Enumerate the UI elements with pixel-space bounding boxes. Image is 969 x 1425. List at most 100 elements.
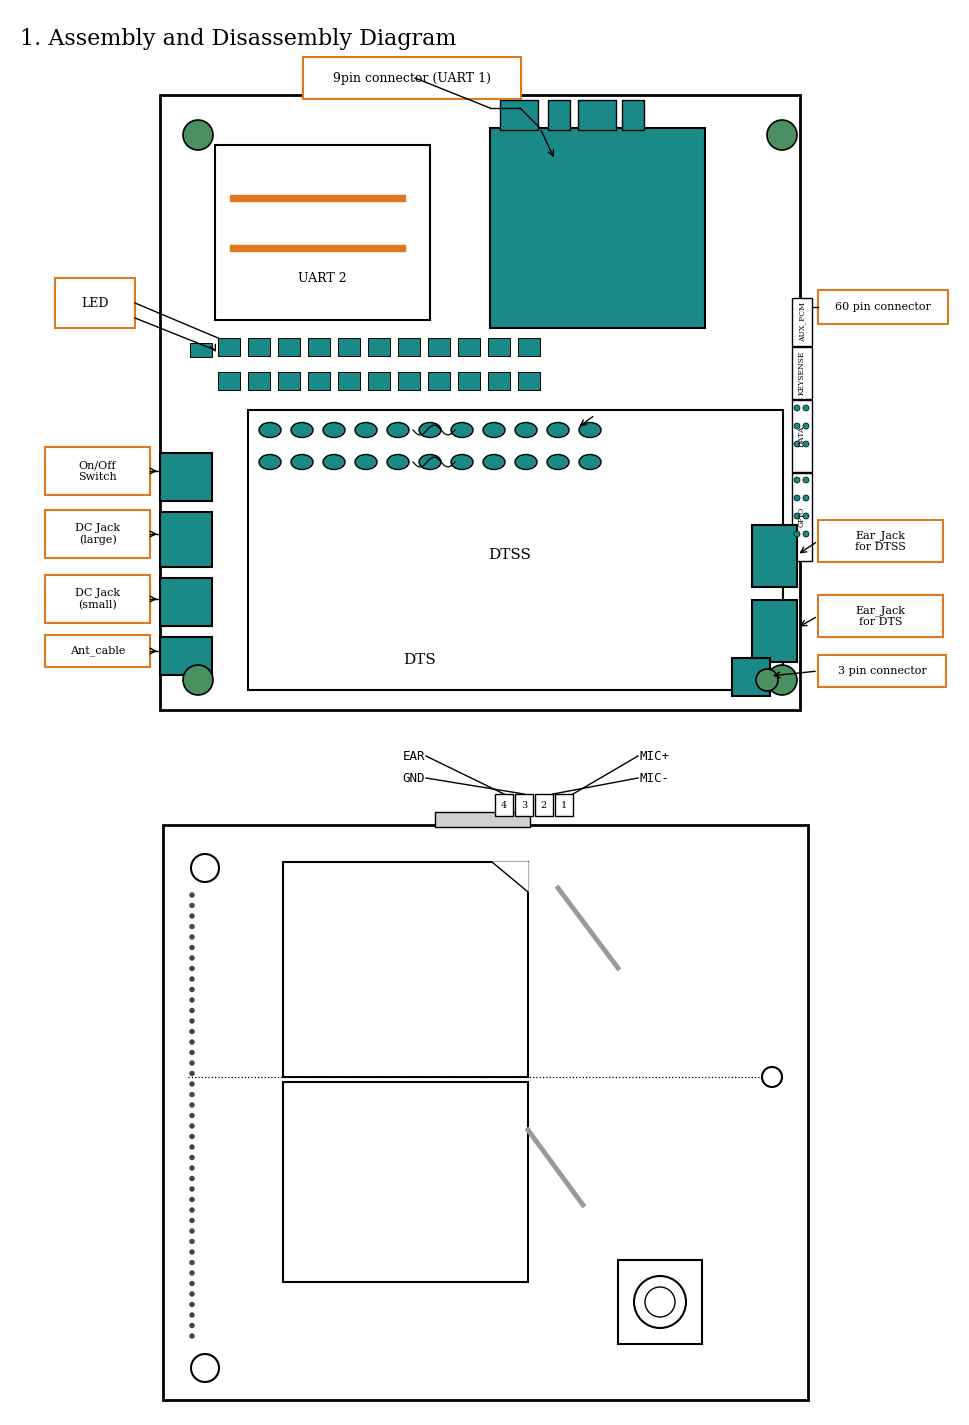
Bar: [303, 57, 521, 98]
Bar: [283, 1082, 528, 1282]
Text: Ear_Jack
for DTSS: Ear_Jack for DTSS: [855, 530, 906, 551]
Bar: [818, 656, 946, 687]
Ellipse shape: [794, 532, 800, 537]
Bar: [752, 600, 797, 663]
Ellipse shape: [451, 455, 473, 469]
Ellipse shape: [355, 455, 377, 469]
Ellipse shape: [355, 422, 377, 437]
Text: 1: 1: [561, 801, 567, 809]
Text: On/Off
Switch: On/Off Switch: [78, 460, 117, 482]
Text: AUX_PCM: AUX_PCM: [798, 302, 806, 342]
Ellipse shape: [451, 422, 473, 437]
Text: 3 pin connector: 3 pin connector: [837, 665, 926, 675]
Ellipse shape: [515, 455, 537, 469]
Bar: [398, 372, 420, 390]
Ellipse shape: [190, 1302, 195, 1307]
Bar: [160, 512, 212, 567]
Ellipse shape: [190, 935, 195, 939]
Bar: [490, 128, 705, 328]
Bar: [308, 372, 330, 390]
Ellipse shape: [190, 1007, 195, 1013]
Bar: [488, 372, 510, 390]
Ellipse shape: [291, 455, 313, 469]
Ellipse shape: [183, 120, 213, 150]
Ellipse shape: [190, 997, 195, 1003]
Ellipse shape: [803, 477, 809, 483]
Bar: [792, 298, 812, 346]
Bar: [435, 812, 530, 826]
Bar: [792, 348, 812, 399]
Bar: [458, 338, 480, 356]
Ellipse shape: [483, 455, 505, 469]
Ellipse shape: [190, 1322, 195, 1328]
Text: KEYSENSE: KEYSENSE: [798, 351, 806, 395]
Bar: [428, 338, 450, 356]
Ellipse shape: [794, 440, 800, 447]
Ellipse shape: [803, 405, 809, 410]
Bar: [752, 524, 797, 587]
Text: DC Jack
(large): DC Jack (large): [75, 523, 120, 546]
Ellipse shape: [190, 945, 195, 950]
Bar: [732, 658, 770, 695]
Ellipse shape: [483, 422, 505, 437]
Text: 3: 3: [521, 801, 527, 809]
Text: Ear_Jack
for DTS: Ear_Jack for DTS: [856, 604, 905, 627]
Ellipse shape: [547, 422, 569, 437]
Bar: [160, 637, 212, 675]
Text: 60 pin connector: 60 pin connector: [835, 302, 931, 312]
Bar: [308, 338, 330, 356]
Bar: [518, 372, 540, 390]
Ellipse shape: [190, 1123, 195, 1129]
Bar: [555, 794, 573, 817]
Text: DC Jack
(small): DC Jack (small): [75, 589, 120, 610]
Ellipse shape: [190, 988, 195, 992]
Ellipse shape: [190, 966, 195, 970]
Ellipse shape: [767, 665, 797, 695]
Ellipse shape: [190, 1218, 195, 1223]
Ellipse shape: [547, 455, 569, 469]
Text: MIC+: MIC+: [640, 750, 670, 762]
Ellipse shape: [762, 1067, 782, 1087]
Bar: [45, 447, 150, 494]
Ellipse shape: [190, 1144, 195, 1150]
Bar: [163, 825, 808, 1399]
Ellipse shape: [803, 423, 809, 429]
Ellipse shape: [803, 513, 809, 519]
Bar: [160, 579, 212, 626]
Ellipse shape: [190, 913, 195, 919]
Ellipse shape: [794, 494, 800, 502]
Text: DTS: DTS: [404, 653, 436, 667]
Ellipse shape: [190, 1260, 195, 1265]
Bar: [45, 636, 150, 667]
Bar: [792, 473, 812, 561]
Ellipse shape: [387, 422, 409, 437]
Ellipse shape: [794, 513, 800, 519]
Bar: [218, 372, 240, 390]
Bar: [818, 520, 943, 561]
Ellipse shape: [190, 1166, 195, 1170]
Bar: [428, 372, 450, 390]
Ellipse shape: [794, 477, 800, 483]
Ellipse shape: [190, 976, 195, 982]
Bar: [818, 291, 948, 323]
Text: LED: LED: [81, 296, 109, 309]
Ellipse shape: [190, 1092, 195, 1097]
Bar: [500, 100, 538, 130]
Ellipse shape: [190, 1281, 195, 1285]
Bar: [535, 794, 553, 817]
Bar: [230, 245, 405, 251]
Ellipse shape: [190, 923, 195, 929]
Text: DTSS: DTSS: [488, 549, 531, 561]
Bar: [230, 195, 405, 201]
Ellipse shape: [803, 532, 809, 537]
Ellipse shape: [645, 1287, 675, 1317]
Text: GND: GND: [402, 771, 425, 785]
Text: 2: 2: [541, 801, 547, 809]
Ellipse shape: [794, 405, 800, 410]
Ellipse shape: [190, 1250, 195, 1254]
Ellipse shape: [190, 903, 195, 908]
Bar: [518, 338, 540, 356]
Bar: [618, 1260, 702, 1344]
Ellipse shape: [190, 1072, 195, 1076]
Ellipse shape: [190, 892, 195, 898]
